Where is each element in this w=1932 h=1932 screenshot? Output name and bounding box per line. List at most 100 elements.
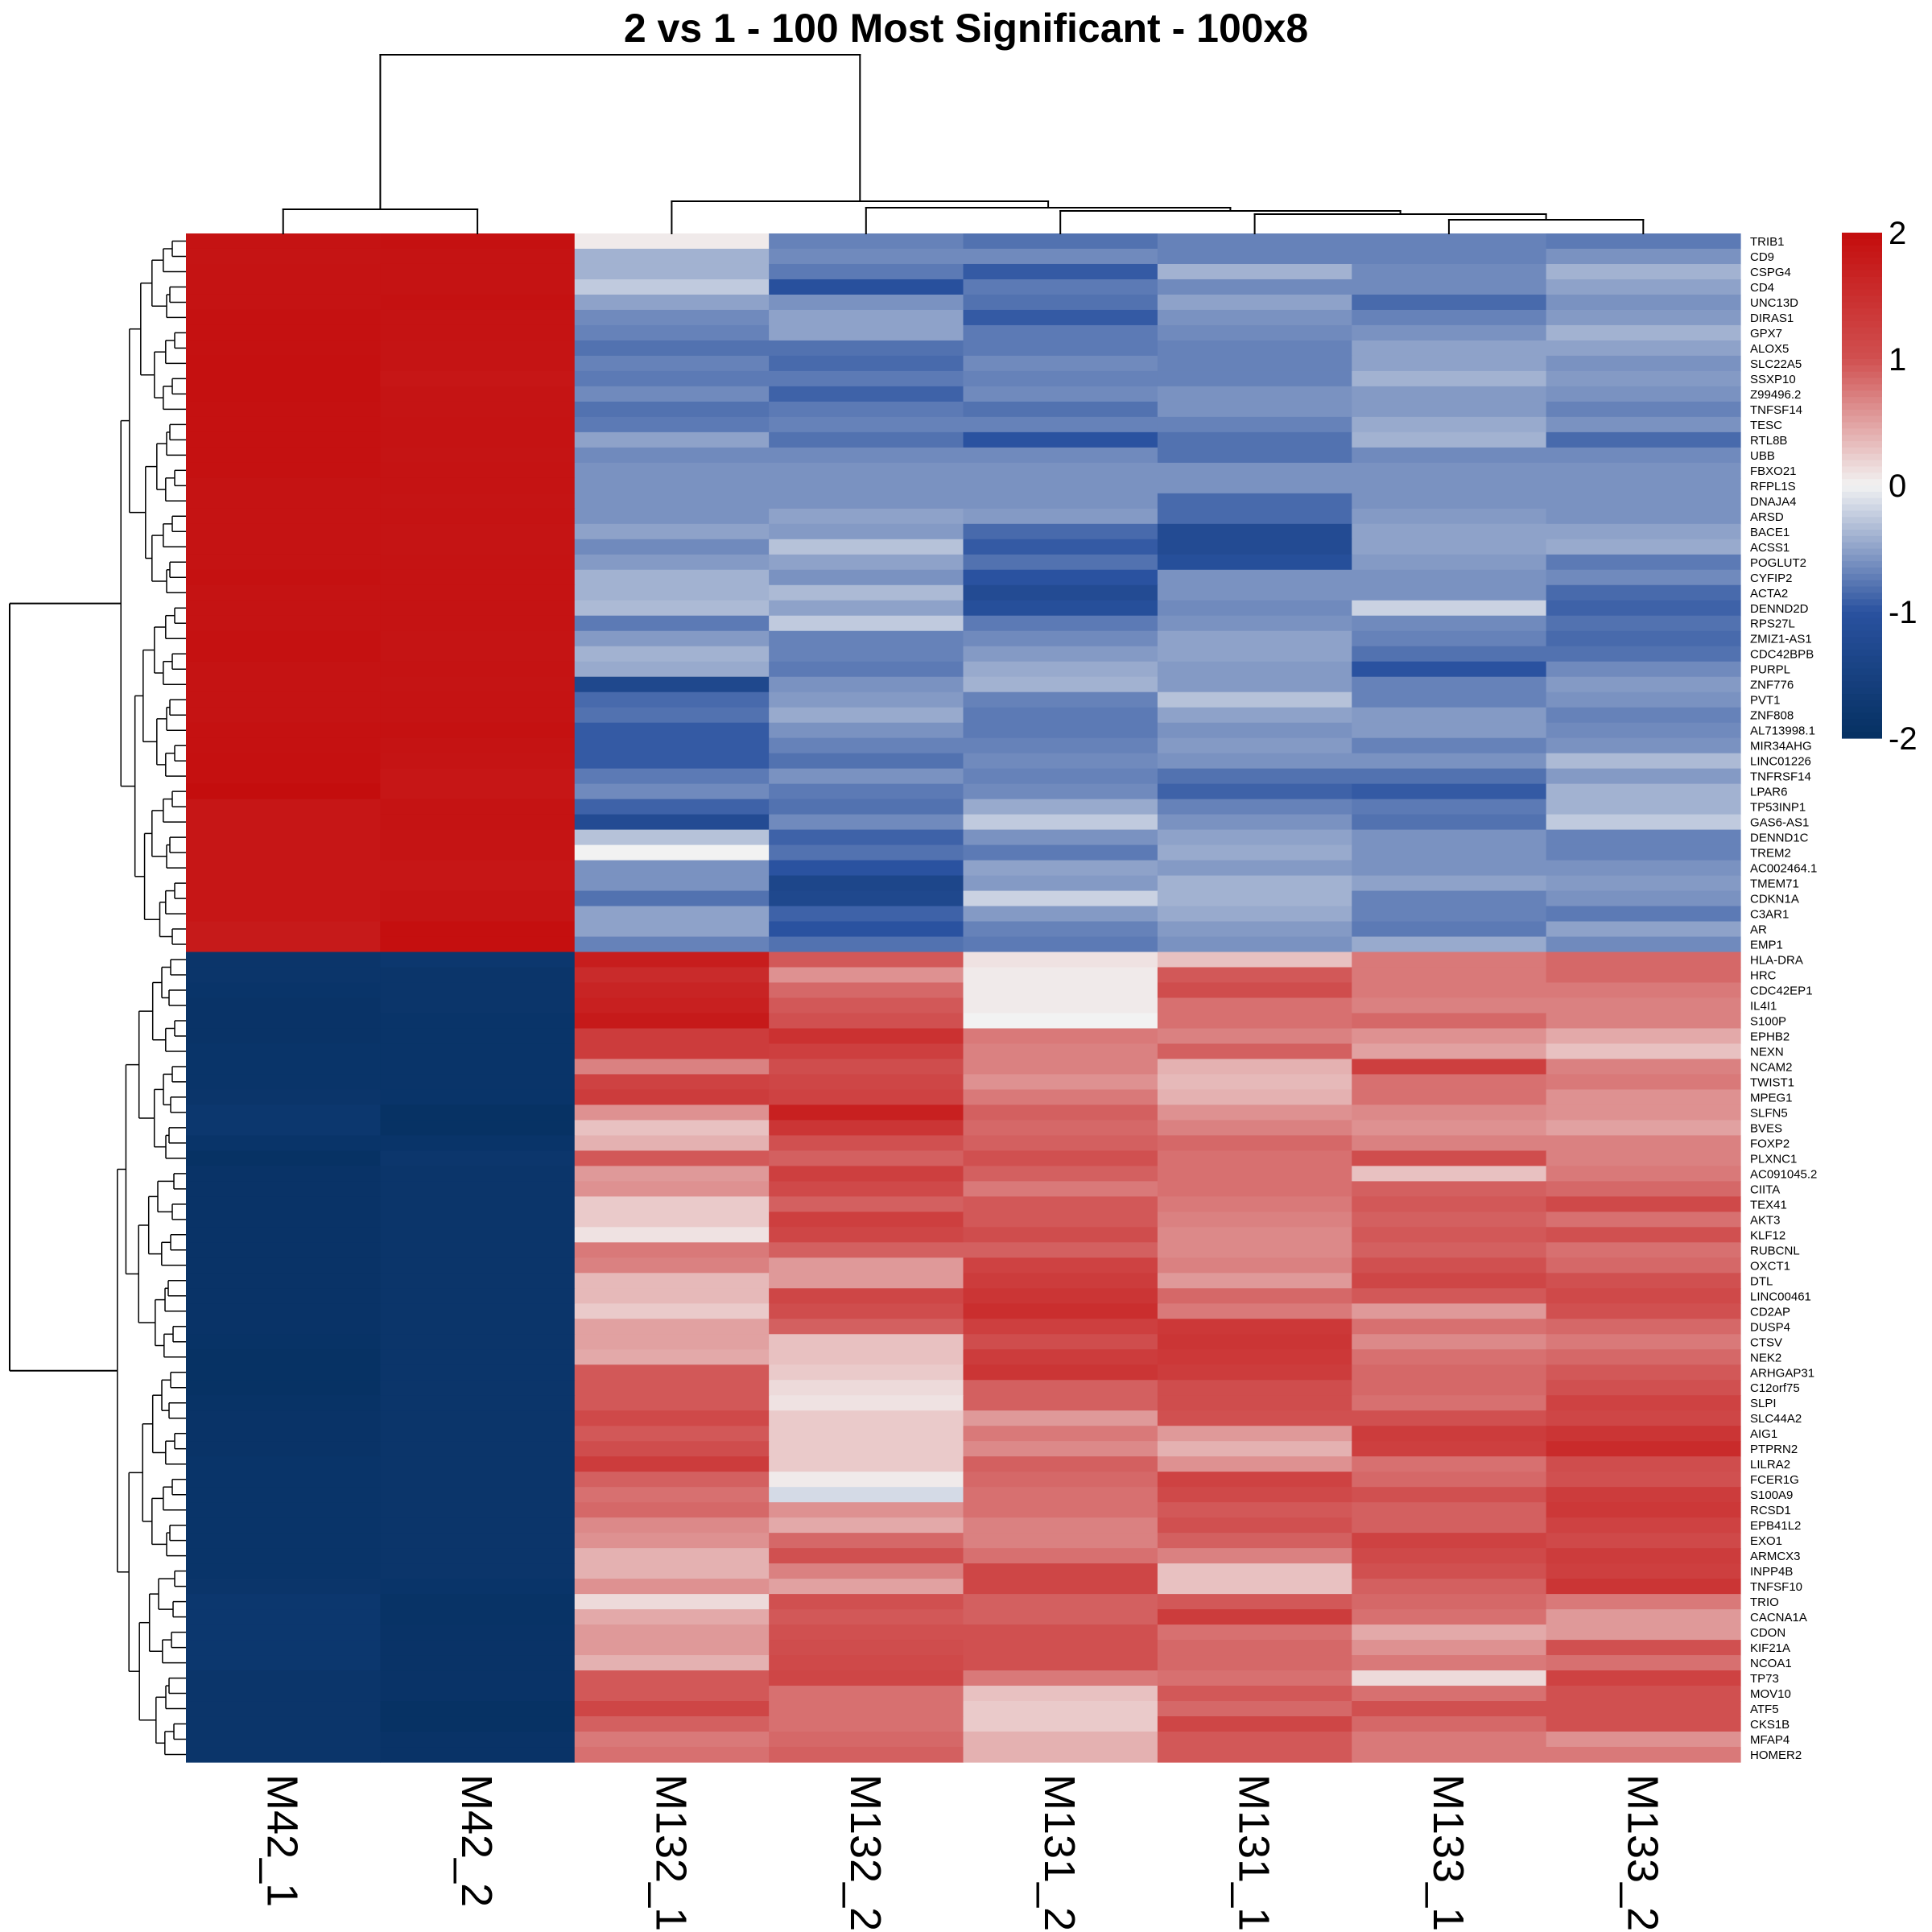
heatmap-cell	[574, 386, 770, 402]
heatmap-cell	[574, 906, 770, 923]
heatmap-cell	[1546, 1150, 1741, 1166]
heatmap-cell	[769, 1579, 964, 1595]
heatmap-cell	[380, 1059, 576, 1075]
heatmap-cell	[1546, 1181, 1741, 1197]
heatmap-cell	[963, 1364, 1158, 1381]
heatmap-cell	[186, 1334, 381, 1350]
heatmap-cell	[1546, 1456, 1741, 1472]
heatmap-cell	[186, 1364, 381, 1381]
heatmap-cell	[963, 477, 1158, 494]
heatmap-cell	[769, 1472, 964, 1488]
heatmap-cell	[380, 1441, 576, 1457]
heatmap-cell	[769, 233, 964, 250]
row-label: PVT1	[1750, 694, 1781, 708]
heatmap-cell	[1157, 1624, 1352, 1641]
heatmap-cell	[769, 1624, 964, 1641]
column-label: M133_2	[1618, 1774, 1666, 1931]
legend-color-step	[1842, 258, 1882, 265]
row-label: SSXP10	[1750, 373, 1796, 386]
heatmap-cell	[1546, 753, 1741, 770]
heatmap-cell	[1546, 814, 1741, 831]
heatmap-cell	[1352, 370, 1547, 387]
heatmap-cell	[963, 691, 1158, 708]
heatmap-cell	[963, 386, 1158, 402]
heatmap-cell	[1352, 508, 1547, 525]
heatmap-cell	[1352, 401, 1547, 418]
heatmap-cell	[1157, 722, 1352, 739]
heatmap-cell	[380, 1043, 576, 1060]
heatmap-cell	[769, 1441, 964, 1457]
heatmap-cell	[1157, 1655, 1352, 1671]
heatmap-cell	[1157, 952, 1352, 968]
heatmap-cell	[380, 997, 576, 1014]
heatmap-cell	[380, 1257, 576, 1274]
heatmap-cell	[1546, 386, 1741, 402]
heatmap-cell	[963, 600, 1158, 617]
heatmap-cell	[574, 814, 770, 831]
row-label: ATF5	[1750, 1703, 1779, 1716]
legend-color-step	[1842, 523, 1882, 530]
heatmap-cell	[574, 799, 770, 815]
heatmap-cell	[769, 1533, 964, 1549]
heatmap-cell	[1157, 615, 1352, 632]
heatmap-cell	[1352, 1273, 1547, 1289]
heatmap-cell	[186, 1013, 381, 1030]
heatmap-cell	[963, 768, 1158, 785]
heatmap-cell	[1157, 554, 1352, 571]
heatmap-cell	[380, 783, 576, 800]
heatmap-cell	[1157, 600, 1352, 617]
row-label: PTPRN2	[1750, 1443, 1798, 1456]
heatmap-cell	[1157, 569, 1352, 586]
heatmap-cell	[1352, 936, 1547, 953]
heatmap-cell	[574, 1655, 770, 1671]
heatmap-cell	[574, 233, 770, 250]
heatmap-cell	[769, 921, 964, 938]
legend-color-step	[1842, 353, 1882, 360]
heatmap-cell	[1546, 539, 1741, 555]
heatmap-cell	[1546, 1288, 1741, 1304]
heatmap-cell	[380, 1273, 576, 1289]
heatmap-cell	[186, 600, 381, 617]
heatmap-cell	[574, 1686, 770, 1702]
heatmap-cell	[380, 386, 576, 402]
heatmap-cell	[1546, 1426, 1741, 1442]
heatmap-cell	[1546, 646, 1741, 663]
heatmap-cell	[574, 860, 770, 877]
heatmap-cell	[1546, 1380, 1741, 1396]
legend-color-step	[1842, 485, 1882, 493]
heatmap-cell	[1352, 584, 1547, 601]
legend-tick-label: -2	[1889, 721, 1918, 757]
heatmap-cell	[380, 477, 576, 494]
heatmap-cell	[1157, 1395, 1352, 1411]
heatmap-cell	[769, 539, 964, 555]
heatmap-cell	[574, 584, 770, 601]
row-label: TNFSF10	[1750, 1580, 1802, 1594]
heatmap-cell	[769, 952, 964, 968]
heatmap-cell	[1352, 248, 1547, 265]
heatmap-cell	[186, 1548, 381, 1564]
heatmap-cell	[963, 936, 1158, 953]
heatmap-cell	[1352, 1212, 1547, 1228]
heatmap-cell	[1546, 1472, 1741, 1488]
heatmap-cell	[380, 554, 576, 571]
legend-color-step	[1842, 617, 1882, 625]
legend-color-step	[1842, 283, 1882, 291]
heatmap-cell	[1352, 1716, 1547, 1732]
heatmap-cell	[769, 722, 964, 739]
heatmap-cell	[186, 997, 381, 1014]
heatmap-cell	[1157, 1640, 1352, 1656]
heatmap-cell	[186, 539, 381, 555]
row-label: INPP4B	[1750, 1565, 1793, 1579]
heatmap-cell	[1157, 386, 1352, 402]
heatmap-cell	[380, 1349, 576, 1365]
legend-color-step	[1842, 706, 1882, 714]
row-label: SLC22A5	[1750, 357, 1802, 371]
heatmap-cell	[769, 1196, 964, 1212]
row-label: LILRA2	[1750, 1458, 1790, 1472]
heatmap-cell	[1546, 1441, 1741, 1457]
heatmap-cell	[1546, 508, 1741, 525]
heatmap-cell	[380, 844, 576, 861]
heatmap-cell	[1546, 523, 1741, 540]
heatmap-cell	[1546, 691, 1741, 708]
heatmap-cell	[574, 1242, 770, 1258]
